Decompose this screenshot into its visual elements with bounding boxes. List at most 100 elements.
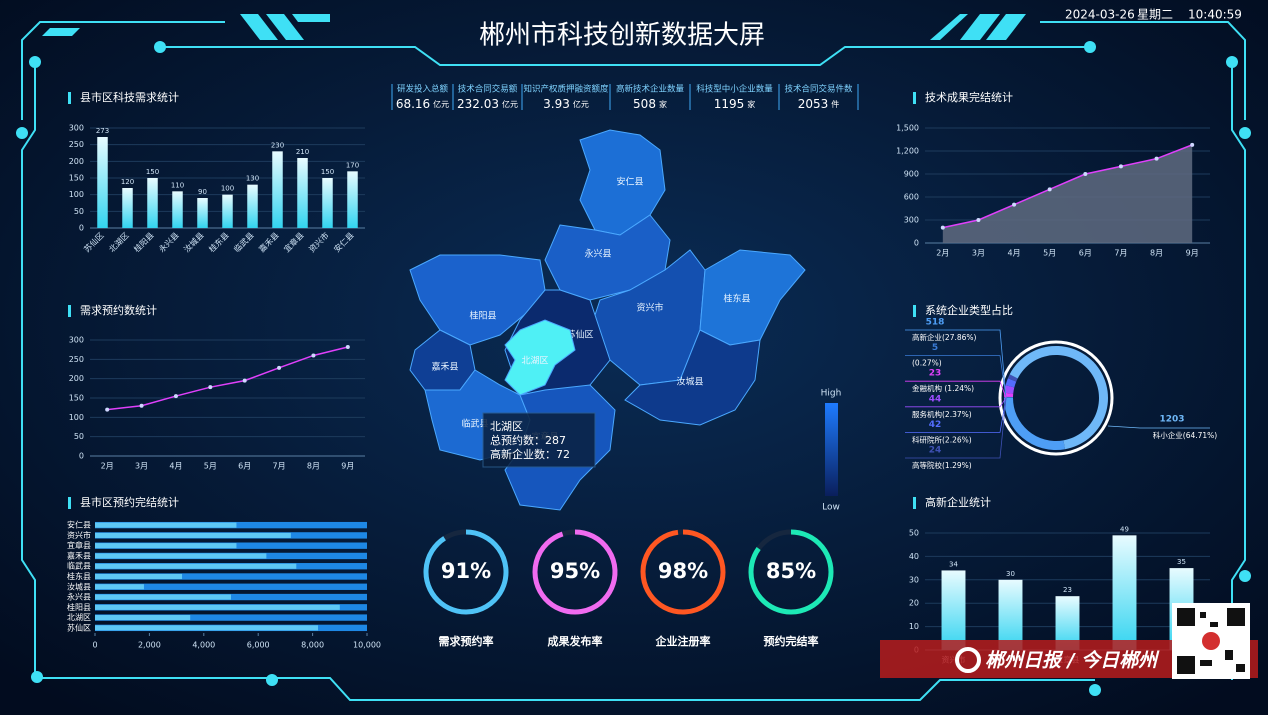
bar	[347, 171, 358, 228]
y-tick-label: 0	[79, 224, 84, 233]
tooltip-value: 72	[556, 448, 570, 461]
kpi-value: 232.03	[457, 97, 499, 111]
leader-line	[905, 397, 1007, 408]
y-tick-label: 资兴市	[67, 530, 91, 540]
kpi-unit: 家	[747, 99, 755, 109]
map-region-label: 资兴市	[636, 302, 663, 314]
bar	[197, 198, 208, 228]
bar	[95, 594, 231, 600]
x-tick-label: 6月	[238, 462, 251, 471]
kpi-value: 3.93	[543, 97, 570, 111]
kpi-unit: 亿元	[433, 99, 449, 109]
x-tick-label: 5月	[204, 462, 217, 471]
kpi-value-row: 232.03 亿元	[457, 97, 518, 111]
y-tick-label: 30	[909, 575, 919, 584]
x-tick-label: 9月	[1186, 249, 1199, 258]
y-tick-label: 300	[904, 216, 919, 225]
x-tick-label: 3月	[135, 462, 148, 471]
date: 2024-03-26	[1065, 8, 1135, 22]
y-tick-label: 1,200	[896, 147, 919, 156]
bar	[95, 532, 291, 538]
leader-line	[905, 380, 1007, 399]
map-region-label: 永兴县	[584, 248, 611, 260]
gauge-arc	[640, 529, 726, 615]
map-region-label: 临武县	[461, 418, 488, 430]
legend-value: 42	[929, 420, 942, 430]
x-tick-label: 2月	[101, 462, 114, 471]
x-tick-label: 4月	[1008, 249, 1021, 258]
point	[173, 394, 178, 399]
y-tick-label: 临武县	[67, 561, 91, 571]
map-region-label: 桂东县	[723, 293, 750, 305]
x-tick-label: 7月	[273, 462, 286, 471]
bar	[247, 184, 258, 228]
bar	[122, 188, 133, 228]
line	[942, 144, 1193, 229]
y-tick-label: 200	[69, 157, 84, 166]
point	[1012, 202, 1017, 207]
line	[107, 346, 348, 411]
bar	[1112, 535, 1137, 650]
y-tick-label: 0	[914, 239, 919, 248]
kpi-label: 知识产权质押融资额度	[523, 84, 609, 95]
tooltip-value: 287	[545, 434, 566, 447]
kpi-unit: 家	[659, 99, 667, 109]
bar	[147, 178, 158, 228]
title-marker	[913, 92, 916, 104]
title-marker	[68, 92, 71, 104]
kpi-value: 2053	[798, 97, 829, 111]
x-tick-label: 4月	[169, 462, 182, 471]
tooltip-label: 高新企业数：	[490, 447, 556, 461]
kpi-unit: 件	[831, 99, 839, 109]
leader-line	[905, 397, 1007, 459]
data-label: 210	[296, 148, 309, 156]
data-label: 230	[271, 141, 284, 149]
donut-segment	[1005, 378, 1017, 388]
legend-label: 服务机构(2.37%)	[912, 409, 972, 419]
y-tick-label: 宜章县	[67, 540, 91, 550]
data-label: 30	[1006, 570, 1015, 578]
data-label: 110	[171, 181, 184, 189]
data-label: 23	[1063, 586, 1072, 594]
bar	[172, 191, 183, 228]
map-region	[504, 319, 576, 396]
y-tick-label: 150	[69, 174, 84, 183]
point	[976, 218, 981, 222]
point	[242, 378, 247, 383]
weekday: 星期二	[1137, 8, 1173, 22]
map-region-label: 安仁县	[616, 176, 643, 188]
gauge-value: 85%	[766, 559, 816, 583]
tooltip-label: 总预约数：	[490, 433, 545, 447]
data-label: 49	[1120, 525, 1129, 533]
leader-line	[905, 329, 1007, 399]
y-tick-label: 600	[904, 193, 919, 202]
point	[1154, 156, 1159, 161]
map-legend-low: Low	[822, 503, 840, 513]
legend-label: 高等院校(1.29%)	[912, 460, 972, 470]
tooltip-row: 高新企业数：72	[490, 447, 570, 461]
gauge-arc	[532, 529, 618, 615]
x-tick-label: 7月	[1114, 249, 1127, 258]
chart-title: 县市区预约完结统计	[80, 495, 179, 509]
kpi-value: 68.16	[396, 97, 430, 111]
map-tooltip	[482, 412, 596, 468]
map-region-label: 嘉禾县	[431, 361, 458, 373]
gauge-value: 91%	[441, 559, 491, 583]
point	[139, 403, 144, 408]
map-legend-bar	[825, 403, 838, 496]
y-tick-label: 0	[79, 452, 84, 461]
y-tick-label: 50	[74, 432, 84, 441]
bar	[97, 137, 108, 228]
map-region	[624, 329, 761, 426]
kpi-unit: 亿元	[573, 99, 589, 109]
bar	[95, 604, 340, 610]
map-region-label: 桂阳县	[469, 310, 496, 322]
x-tick-label: 8月	[1150, 249, 1163, 258]
y-tick-label: 桂阳县	[67, 602, 91, 612]
point	[345, 344, 350, 349]
x-tick-label: 0	[92, 641, 97, 650]
data-label: 130	[246, 175, 259, 183]
title-marker	[913, 497, 916, 509]
donut-segment	[1004, 385, 1015, 394]
legend-label: 高新企业(27.86%)	[912, 332, 977, 342]
